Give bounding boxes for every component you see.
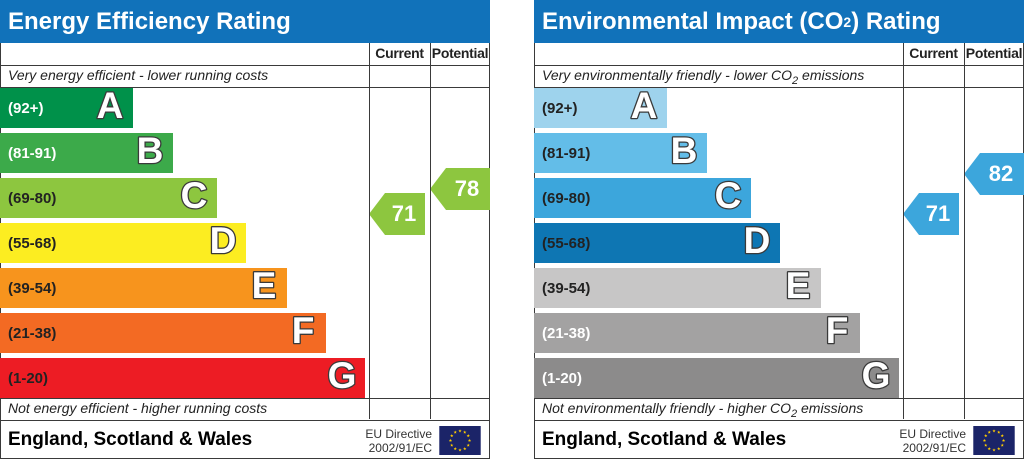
svg-text:E: E (786, 266, 811, 306)
svg-text:C: C (181, 176, 208, 216)
svg-text:B: B (671, 131, 698, 171)
svg-text:D: D (210, 221, 237, 261)
svg-text:B: B (137, 131, 164, 171)
svg-text:D: D (744, 221, 771, 261)
svg-text:G: G (328, 356, 357, 396)
svg-text:A: A (631, 86, 658, 126)
svg-text:C: C (715, 176, 742, 216)
svg-text:A: A (97, 86, 124, 126)
svg-text:E: E (252, 266, 277, 306)
svg-text:G: G (862, 356, 891, 396)
svg-text:F: F (292, 311, 315, 351)
svg-text:F: F (826, 311, 849, 351)
